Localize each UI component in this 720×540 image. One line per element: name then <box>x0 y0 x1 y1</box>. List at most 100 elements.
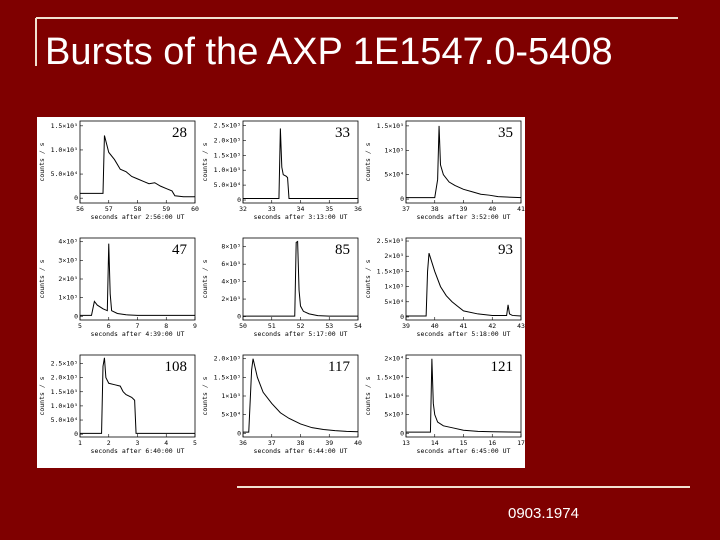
x-tick-label: 41 <box>517 205 525 213</box>
y-axis-label: counts / s <box>364 376 372 415</box>
x-tick-label: 43 <box>517 322 525 330</box>
y-tick-label: 0 <box>400 429 404 437</box>
x-tick-label: 34 <box>297 205 305 213</box>
x-tick-label: 39 <box>402 322 410 330</box>
y-axis-label: counts / s <box>364 259 372 298</box>
burst-number: 33 <box>335 125 350 141</box>
burst-number: 117 <box>328 359 350 375</box>
light-curve <box>80 243 195 316</box>
light-curve <box>406 358 522 433</box>
x-tick-label: 41 <box>460 322 468 330</box>
x-tick-label: 51 <box>268 322 276 330</box>
x-axis-label: seconds after 5:18:00 UT <box>417 330 511 338</box>
x-tick-label: 58 <box>134 205 142 213</box>
y-tick-label: 1×10⁵ <box>384 146 404 154</box>
x-tick-label: 39 <box>460 205 468 213</box>
y-tick-label: 1.5×10⁵ <box>214 151 241 159</box>
y-tick-label: 5×10⁴ <box>221 411 241 419</box>
panel: 36 37 38 39 40 0 5×10⁴ 1×10⁵ 1.5×10⁵ 2.0×10⁵ secon… <box>201 354 362 455</box>
panel: 1 2 3 4 5 0 5.0×10⁴ 1.0×10⁵ 1.5×10⁵ 2.0×10⁵ 2.5×10… <box>38 354 197 455</box>
y-tick-label: 0 <box>237 196 241 204</box>
x-tick-label: 53 <box>325 322 333 330</box>
light-curve <box>243 358 359 433</box>
y-tick-label: 2×10⁴ <box>384 355 404 363</box>
x-tick-label: 40 <box>431 322 439 330</box>
panel: 5 6 7 8 9 0 1×10⁵ 2×10⁵ 3×10⁵ 4×10⁵ seconds after … <box>38 237 197 338</box>
y-tick-label: 1.5×10⁵ <box>51 122 78 130</box>
y-tick-label: 1.5×10⁵ <box>51 388 78 396</box>
y-tick-label: 5.0×10⁴ <box>51 170 78 178</box>
y-tick-label: 6×10⁵ <box>221 260 241 268</box>
x-tick-label: 38 <box>431 205 439 213</box>
y-axis-label: counts / s <box>38 259 46 298</box>
x-tick-label: 2 <box>107 439 111 447</box>
y-tick-label: 4×10⁵ <box>221 278 241 286</box>
y-axis-label: counts / s <box>364 142 372 181</box>
x-tick-label: 50 <box>239 322 247 330</box>
panel: 13 14 15 16 17 0 5×10³ 1×10⁴ 1.5×10⁴ 2×10⁴ seconds… <box>364 354 525 455</box>
y-tick-label: 5×10³ <box>384 411 404 419</box>
x-tick-label: 57 <box>105 205 113 213</box>
x-tick-label: 38 <box>297 439 305 447</box>
x-tick-label: 56 <box>76 205 84 213</box>
light-curve <box>243 240 358 317</box>
panel: 32 33 34 35 36 0 5.0×10⁴ 1.0×10⁵ 1.5×10⁵ 2.0×10⁵ 2… <box>201 120 362 221</box>
burst-number: 93 <box>498 242 513 258</box>
x-tick-label: 40 <box>488 205 496 213</box>
y-tick-label: 1×10⁵ <box>58 294 78 302</box>
x-tick-label: 13 <box>402 439 410 447</box>
x-tick-label: 60 <box>191 205 199 213</box>
y-tick-label: 8×10⁵ <box>221 243 241 251</box>
y-tick-label: 2.5×10⁵ <box>214 121 241 129</box>
panel: 56 57 58 59 60 0 5.0×10⁴ 1.0×10⁵ 1.5×10⁵ seconds … <box>38 120 199 221</box>
x-tick-label: 8 <box>164 322 168 330</box>
x-axis-label: seconds after 3:52:00 UT <box>417 213 511 221</box>
y-tick-label: 1×10⁵ <box>221 392 241 400</box>
y-tick-label: 0 <box>400 313 404 321</box>
x-tick-label: 5 <box>78 322 82 330</box>
x-tick-label: 16 <box>488 439 496 447</box>
y-tick-label: 1.0×10⁵ <box>51 146 78 154</box>
x-tick-label: 1 <box>78 439 82 447</box>
x-tick-label: 42 <box>488 322 496 330</box>
y-tick-label: 2×10⁵ <box>58 275 78 283</box>
x-tick-label: 4 <box>164 439 168 447</box>
y-tick-label: 5×10⁴ <box>384 171 404 179</box>
x-axis-label: seconds after 2:56:00 UT <box>91 213 185 221</box>
y-tick-label: 2.0×10⁵ <box>51 374 78 382</box>
y-axis-label: counts / s <box>38 142 46 181</box>
y-tick-label: 1.5×10⁵ <box>377 122 404 130</box>
x-axis-label: seconds after 3:13:00 UT <box>254 213 348 221</box>
burst-number: 121 <box>491 359 514 375</box>
footer: 0903.1974 <box>508 505 579 522</box>
x-tick-label: 52 <box>297 322 305 330</box>
x-axis-label: seconds after 4:39:00 UT <box>91 330 185 338</box>
x-axis-label: seconds after 6:44:00 UT <box>254 447 348 455</box>
x-tick-label: 6 <box>107 322 111 330</box>
y-axis-label: counts / s <box>38 376 46 415</box>
y-tick-label: 2.0×10⁵ <box>214 355 241 363</box>
y-tick-label: 0 <box>237 429 241 437</box>
y-tick-label: 3×10⁵ <box>58 256 78 264</box>
x-tick-label: 14 <box>431 439 439 447</box>
x-tick-label: 35 <box>325 205 333 213</box>
x-tick-label: 39 <box>325 439 333 447</box>
burst-number: 108 <box>165 359 188 375</box>
burst-number: 35 <box>498 125 513 141</box>
y-tick-label: 0 <box>74 430 78 438</box>
y-tick-label: 2.5×10⁵ <box>377 237 404 245</box>
y-tick-label: 0 <box>74 312 78 320</box>
y-tick-label: 1.5×10⁵ <box>214 373 241 381</box>
x-tick-label: 59 <box>162 205 170 213</box>
y-tick-label: 4×10⁵ <box>58 238 78 246</box>
x-tick-label: 9 <box>193 322 197 330</box>
light-curve <box>406 253 522 317</box>
x-axis-label: seconds after 6:45:00 UT <box>417 447 511 455</box>
light-curve <box>80 357 195 434</box>
y-tick-label: 1.0×10⁵ <box>51 402 78 410</box>
x-tick-label: 36 <box>354 205 362 213</box>
slide-title: Bursts of the AXP 1E1547.0-5408 <box>45 31 613 73</box>
y-tick-label: 1×10⁵ <box>384 283 404 291</box>
y-tick-label: 2.0×10⁵ <box>214 136 241 144</box>
